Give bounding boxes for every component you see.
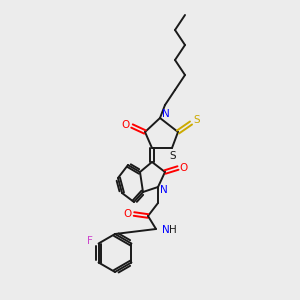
Text: O: O	[124, 209, 132, 219]
Text: H: H	[169, 225, 177, 235]
Text: N: N	[160, 185, 168, 195]
Text: O: O	[122, 120, 130, 130]
Text: N: N	[162, 109, 170, 119]
Text: S: S	[170, 151, 176, 161]
Text: N: N	[162, 225, 170, 235]
Text: F: F	[87, 236, 92, 247]
Text: S: S	[194, 115, 200, 125]
Text: O: O	[180, 163, 188, 173]
